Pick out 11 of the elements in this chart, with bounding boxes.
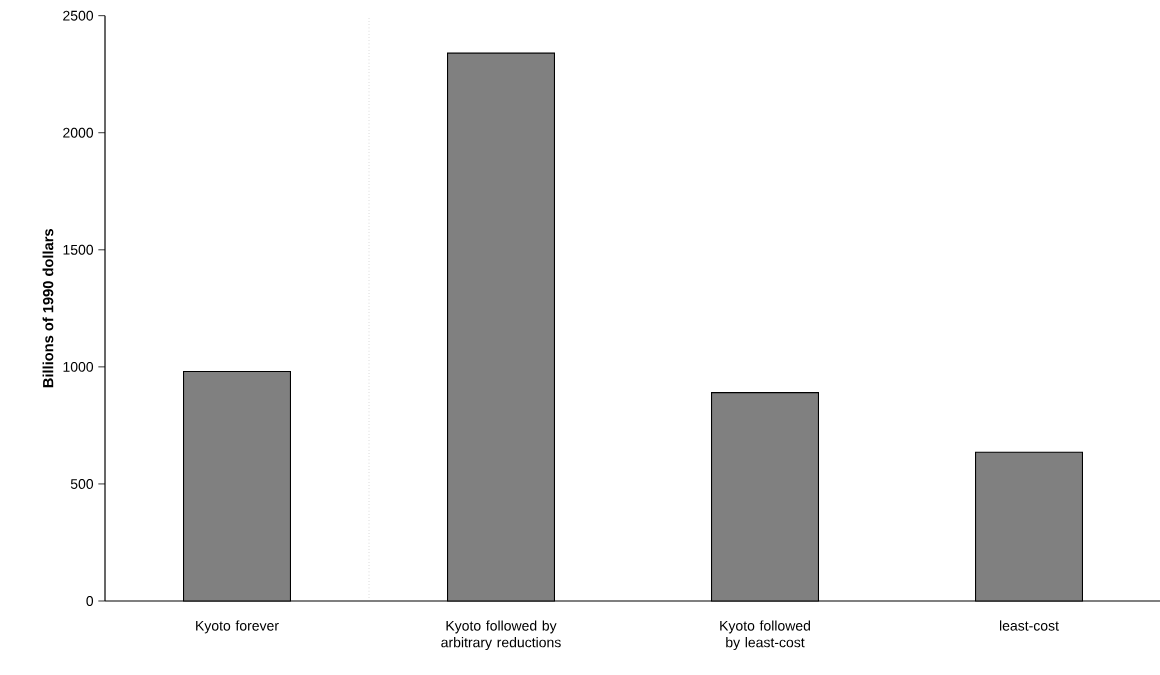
y-tick-label: 2500	[63, 10, 94, 21]
x-tick-label: Kyoto followed by arbitrary reductions	[441, 620, 561, 651]
y-tick-label: 2000	[63, 127, 94, 138]
x-tick-label: Kyoto forever	[196, 620, 279, 634]
y-axis-title: Billions of 1990 dollars	[42, 229, 54, 388]
y-tick-label: 0	[86, 596, 94, 606]
y-tick-label: 500	[70, 478, 94, 489]
y-tick-label: 1000	[63, 361, 94, 372]
y-tick-label: 1500	[63, 244, 94, 255]
x-tick-label: Kyoto followed by least-cost	[720, 620, 810, 651]
x-tick-label: least-cost	[999, 620, 1059, 631]
